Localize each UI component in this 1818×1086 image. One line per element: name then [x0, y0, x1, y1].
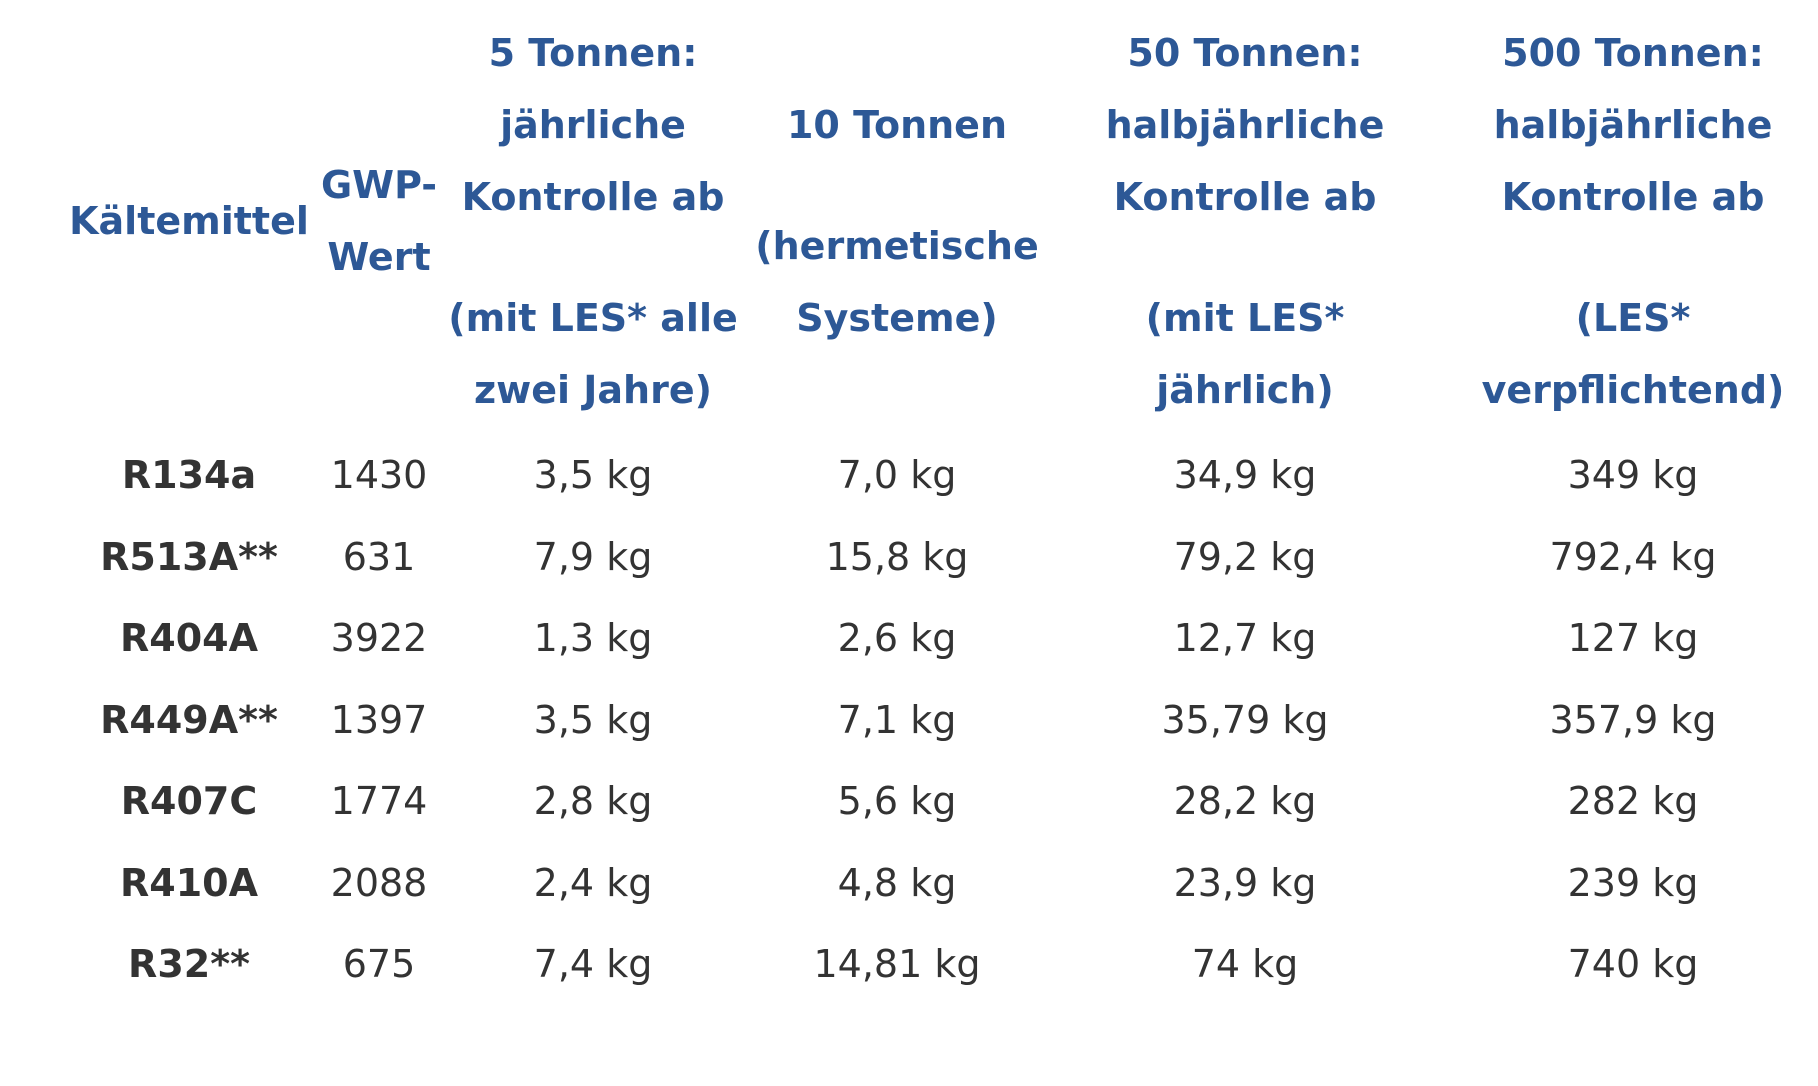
header-text: jährliche — [500, 102, 686, 147]
header-text: Kontrolle ab — [1113, 174, 1377, 219]
header-text: Systeme) — [796, 295, 998, 340]
header-text: Kältemittel — [69, 199, 309, 243]
cell-value: 12,7 kg — [1173, 616, 1317, 660]
cell-value: 34,9 kg — [1173, 453, 1317, 497]
refrigerant: R404A — [120, 616, 258, 660]
cell-value: 74 kg — [1191, 942, 1299, 986]
refrigerant: R410A — [120, 860, 258, 905]
cell-value: 23,9 kg — [1173, 860, 1317, 905]
cell-value: 28,2 kg — [1173, 779, 1317, 823]
cell-value: 3,5 kg — [533, 697, 653, 742]
header-text: 500 Tonnen: — [1502, 30, 1764, 75]
header-text: GWP- — [320, 163, 438, 207]
cell-value: 2,6 kg — [837, 616, 957, 660]
cell-value: 7,9 kg — [533, 534, 653, 579]
cell-value: 15,8 kg — [825, 534, 969, 579]
header-text: 50 Tonnen: — [1127, 30, 1363, 75]
cell-value: 1430 — [330, 453, 428, 497]
header-text: Kontrolle ab — [1501, 174, 1765, 219]
cell-value: 349 kg — [1567, 453, 1699, 497]
header-text: Wert — [327, 235, 431, 279]
header-text: 5 Tonnen: — [488, 30, 698, 75]
cell-value: 3922 — [330, 616, 428, 660]
cell-value: 7,0 kg — [837, 453, 957, 497]
header-text: (LES* — [1575, 295, 1691, 340]
header-text: (mit LES* alle — [448, 295, 738, 340]
header-text: zwei Jahre) — [474, 367, 712, 412]
refrigerant: R407C — [120, 779, 258, 823]
cell-value: 1,3 kg — [533, 616, 653, 660]
cell-value: 35,79 kg — [1161, 697, 1329, 742]
cell-value: 2088 — [330, 860, 428, 905]
cell-value: 2,8 kg — [533, 779, 653, 823]
header-text: (mit LES* — [1145, 295, 1345, 340]
cell-value: 357,9 kg — [1549, 697, 1717, 742]
refrigerant: R32** — [128, 942, 250, 986]
cell-value: 631 — [342, 534, 416, 579]
cell-value: 675 — [342, 942, 416, 986]
refrigerant: R134a — [121, 453, 257, 497]
header-text: Kontrolle ab — [461, 174, 725, 219]
refrigerant: R513A** — [100, 534, 278, 579]
header-text: jährlich) — [1156, 367, 1334, 412]
header-text: verpflichtend) — [1481, 367, 1785, 412]
cell-value: 740 kg — [1567, 942, 1699, 986]
refrigerant: R449A** — [100, 697, 278, 742]
header-text: halbjährliche — [1105, 102, 1385, 147]
cell-value: 239 kg — [1567, 860, 1699, 905]
cell-value: 792,4 kg — [1549, 534, 1717, 579]
cell-value: 5,6 kg — [837, 779, 957, 823]
cell-value: 127 kg — [1567, 616, 1699, 660]
header-text: halbjährliche — [1493, 102, 1773, 147]
cell-value: 1397 — [330, 697, 428, 742]
cell-value: 4,8 kg — [837, 860, 957, 905]
cell-value: 2,4 kg — [533, 860, 653, 905]
cell-value: 1774 — [330, 779, 428, 823]
cell-value: 282 kg — [1567, 779, 1699, 823]
cell-value: 7,4 kg — [533, 942, 653, 986]
cell-value: 79,2 kg — [1173, 534, 1317, 579]
header-text: 10 Tonnen — [786, 102, 1008, 147]
header-text: (hermetische — [755, 223, 1039, 268]
cell-value: 3,5 kg — [533, 453, 653, 497]
cell-value: 7,1 kg — [837, 697, 957, 742]
cell-value: 14,81 kg — [813, 942, 981, 986]
